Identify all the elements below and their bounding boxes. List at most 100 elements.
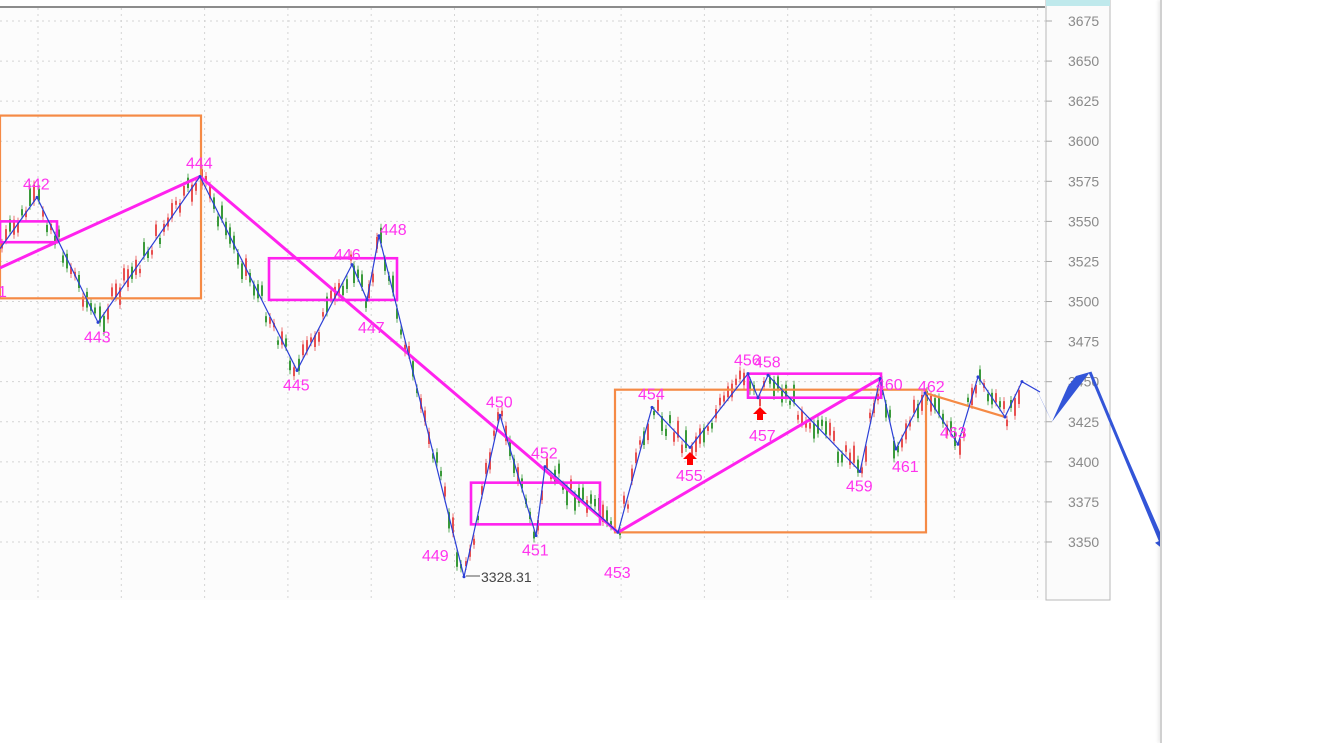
grid (0, 8, 1046, 600)
candle-body (139, 268, 141, 274)
stroke-label: 456 (734, 353, 761, 370)
candle-body (987, 393, 989, 402)
candle-body (412, 361, 414, 377)
candle-body (889, 409, 891, 418)
candle-body (719, 397, 721, 406)
candle-body (885, 403, 887, 418)
stroke-vertex (688, 445, 692, 449)
candle-body (610, 521, 612, 527)
candle-body (404, 344, 406, 353)
y-tick-label: 3475 (1068, 334, 1099, 350)
candle-body (602, 504, 604, 522)
stroke-label-partial: 1 (0, 284, 7, 301)
candle-body (46, 224, 48, 233)
candle-body (711, 422, 713, 429)
candle-body (432, 453, 434, 459)
candle-body (384, 259, 386, 271)
candle-body (159, 237, 161, 244)
candle-body (627, 504, 629, 509)
stroke-label: 447 (358, 320, 385, 337)
y-tick-label: 3650 (1068, 53, 1099, 69)
candle-body (372, 273, 374, 283)
stroke-vertex (923, 391, 927, 395)
candle-body (66, 253, 68, 269)
candle-body (897, 445, 899, 453)
candle-body (669, 415, 671, 424)
y-tick-label: 3625 (1068, 93, 1099, 109)
stroke-label: 444 (186, 155, 213, 172)
candle-body (809, 422, 811, 429)
candle-body (853, 445, 855, 463)
candle-body (13, 219, 15, 235)
candle-body (909, 420, 911, 427)
candle-body (578, 487, 580, 503)
candle-body (330, 290, 332, 299)
stroke-label: 452 (531, 446, 558, 463)
candle-body (665, 428, 667, 436)
candle-body (695, 436, 697, 452)
candle-body (269, 316, 271, 324)
candle-body (293, 367, 295, 377)
stroke-vertex (350, 263, 354, 267)
candle-body (147, 250, 149, 258)
candle-body (893, 440, 895, 459)
candle-body (123, 268, 125, 281)
candle-body (221, 205, 223, 219)
candle-body (58, 229, 60, 237)
candle-body (833, 430, 835, 441)
candle-body (631, 468, 633, 482)
candle-body (793, 384, 795, 403)
side-panel (1160, 0, 1319, 743)
pivot-box (469, 481, 602, 526)
stroke-labels: 442 443 444 445 446 447 448 449 450 451 452 453 454 4… (0, 155, 967, 585)
stroke-label: 446 (334, 247, 361, 264)
stroke-label: 463 (940, 425, 967, 442)
candle-body (1006, 419, 1008, 427)
candle-body (841, 454, 843, 463)
candle-body (493, 430, 495, 436)
candle-body (727, 386, 729, 398)
candle-body (1003, 401, 1005, 409)
stroke-vertex (878, 376, 882, 380)
candle-body (127, 269, 129, 288)
candle-body (94, 307, 96, 314)
candle-body (635, 452, 637, 464)
candle-body (392, 275, 394, 293)
candle-body (143, 242, 145, 256)
candle-body (639, 440, 641, 445)
candle-body (699, 428, 701, 444)
candle-body (777, 376, 779, 389)
candle-body (946, 424, 948, 435)
projection-arrows (1030, 371, 1160, 547)
pivot-box (746, 372, 883, 400)
candle-body (707, 426, 709, 431)
candle-body (901, 438, 903, 448)
candle-body (582, 487, 584, 500)
candle-body (322, 312, 324, 317)
y-tick-label: 3525 (1068, 253, 1099, 269)
stroke-label: 454 (638, 386, 665, 403)
pivot-box (0, 220, 59, 244)
candle-body (653, 410, 655, 416)
stroke-label: 453 (604, 565, 631, 582)
candle-body (277, 340, 279, 345)
candle-body (281, 331, 283, 345)
candle-body (361, 274, 363, 288)
candle-body (999, 401, 1001, 408)
candle-body (444, 486, 446, 497)
candle-body (574, 494, 576, 511)
stroke-label: 443 (84, 329, 111, 346)
stroke-label: 461 (892, 459, 919, 476)
stroke-label: 449 (422, 548, 449, 565)
segment-line (617, 377, 881, 534)
candle-body (353, 265, 355, 284)
candle-body (959, 439, 961, 455)
candle-body (691, 446, 693, 455)
candle-body (661, 416, 663, 431)
stroke-vertex (1020, 380, 1024, 384)
candle-body (241, 263, 243, 280)
stroke-label: 459 (846, 478, 873, 495)
candle-body (590, 494, 592, 504)
candle-body (155, 224, 157, 236)
candle-body (921, 394, 923, 411)
